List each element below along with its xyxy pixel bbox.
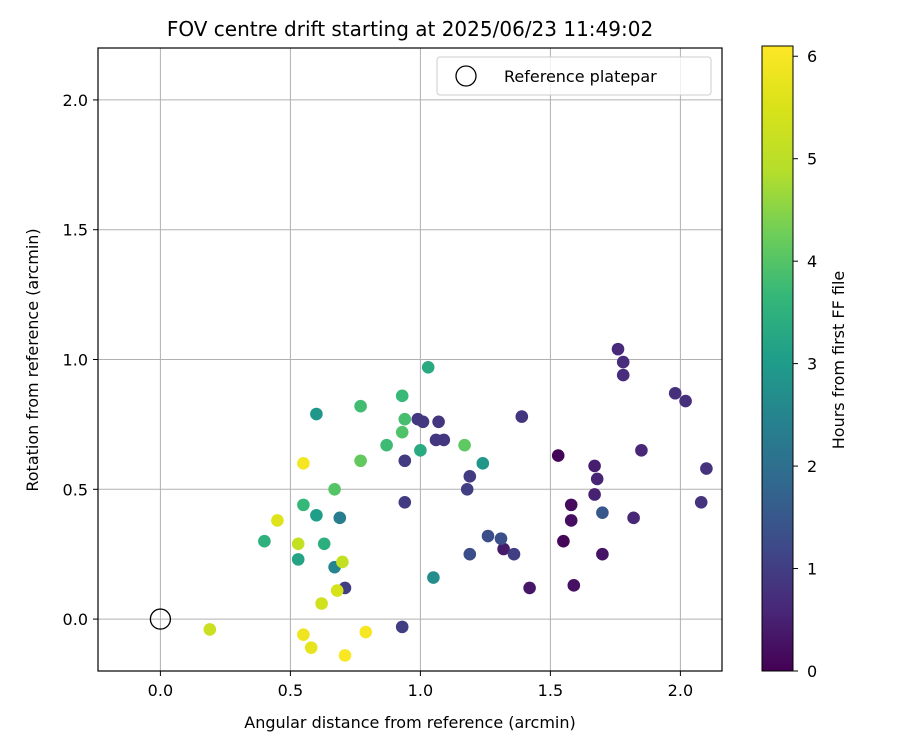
legend-label: Reference platepar: [504, 67, 657, 86]
data-point: [416, 415, 430, 429]
data-point: [494, 532, 508, 545]
colorbar-tick-label: 6: [807, 47, 817, 66]
data-point: [497, 542, 510, 556]
colorbar-label: Hours from first FF file: [829, 271, 848, 450]
data-point: [291, 537, 305, 551]
colorbar-tick-label: 5: [807, 150, 817, 169]
data-point: [354, 399, 367, 413]
y-axis-label: Rotation from reference (arcmin): [23, 228, 42, 491]
data-point: [336, 555, 349, 569]
y-tick-label: 0.0: [63, 610, 88, 629]
data-point: [523, 581, 536, 595]
data-point: [564, 514, 578, 527]
axis-ticks: 0.0 0.5 1.0 1.5 2.0 0.0 0.5 1.0 1.5 2.0: [63, 91, 694, 700]
data-point: [258, 534, 271, 548]
data-point: [297, 498, 310, 512]
data-point: [297, 457, 310, 470]
colorbar-tick-label: 0: [807, 662, 817, 681]
colorbar-ticks: 0 1 2 3 4 5 6: [793, 47, 817, 681]
data-point: [271, 514, 284, 527]
grid-lines: [98, 48, 722, 671]
data-point: [380, 438, 393, 452]
data-points: [203, 342, 713, 662]
data-point: [567, 579, 581, 592]
reference-platepar-marker: [149, 608, 172, 630]
x-tick-label: 2.0: [668, 681, 693, 700]
data-point: [460, 482, 474, 496]
x-tick-label: 0.0: [148, 681, 173, 700]
data-point: [398, 412, 412, 426]
data-point: [330, 584, 344, 597]
data-point: [328, 482, 341, 496]
data-point: [507, 547, 521, 561]
data-point: [679, 394, 692, 408]
data-point: [354, 454, 367, 468]
colorbar-gradient: [761, 45, 794, 672]
data-point: [596, 547, 609, 561]
data-point: [395, 425, 409, 439]
y-tick-label: 2.0: [63, 91, 88, 110]
colorbar-tick-label: 2: [807, 457, 817, 476]
reference-marker-layer: [149, 608, 172, 630]
x-axis-label: Angular distance from reference (arcmin): [244, 713, 575, 732]
data-point: [338, 649, 352, 662]
y-tick-label: 1.0: [63, 351, 88, 370]
data-point: [616, 355, 630, 369]
data-point: [700, 462, 713, 475]
data-point: [333, 511, 347, 525]
data-point: [304, 641, 318, 654]
data-point: [481, 529, 495, 543]
data-point: [437, 433, 451, 447]
data-point: [627, 511, 640, 525]
data-point: [414, 444, 427, 457]
data-point: [432, 415, 445, 429]
data-point: [635, 444, 648, 457]
data-point: [515, 410, 529, 423]
colorbar: 0 1 2 3 4 5 6 Hours from first FF file: [761, 45, 848, 681]
data-point: [310, 508, 323, 522]
data-point: [694, 495, 708, 509]
data-point: [564, 498, 578, 512]
legend-box: [436, 56, 712, 96]
data-point: [395, 389, 409, 403]
data-point: [463, 470, 477, 483]
data-point: [557, 534, 570, 548]
data-point: [588, 488, 601, 501]
data-point: [297, 628, 310, 641]
data-point: [551, 449, 565, 462]
data-point: [398, 454, 412, 468]
legend: Reference platepar: [436, 56, 712, 96]
data-point: [590, 472, 604, 486]
x-tick-label: 1.5: [538, 681, 563, 700]
x-tick-label: 0.5: [278, 681, 303, 700]
data-point: [668, 386, 682, 400]
data-point: [398, 495, 412, 509]
y-tick-label: 0.5: [63, 480, 88, 499]
data-point: [317, 537, 331, 551]
data-point: [611, 342, 625, 356]
y-tick-label: 1.5: [63, 221, 88, 240]
data-point: [476, 457, 490, 470]
x-tick-label: 1.0: [408, 681, 433, 700]
chart-title: FOV centre drift starting at 2025/06/23 …: [167, 17, 653, 41]
legend-open-circle-icon: [455, 65, 477, 87]
data-point: [291, 553, 305, 566]
data-point: [203, 623, 217, 636]
data-point: [315, 597, 328, 610]
data-point: [596, 506, 609, 519]
data-point: [359, 625, 373, 639]
data-point: [310, 407, 323, 421]
colorbar-tick-label: 1: [807, 560, 817, 579]
data-point: [427, 571, 440, 584]
data-point: [458, 438, 471, 452]
data-point: [616, 368, 630, 382]
colorbar-tick-label: 4: [807, 252, 817, 271]
data-point: [463, 547, 477, 561]
colorbar-tick-label: 3: [807, 355, 817, 374]
data-point: [421, 360, 435, 374]
data-point: [588, 459, 601, 473]
data-point: [395, 620, 409, 634]
